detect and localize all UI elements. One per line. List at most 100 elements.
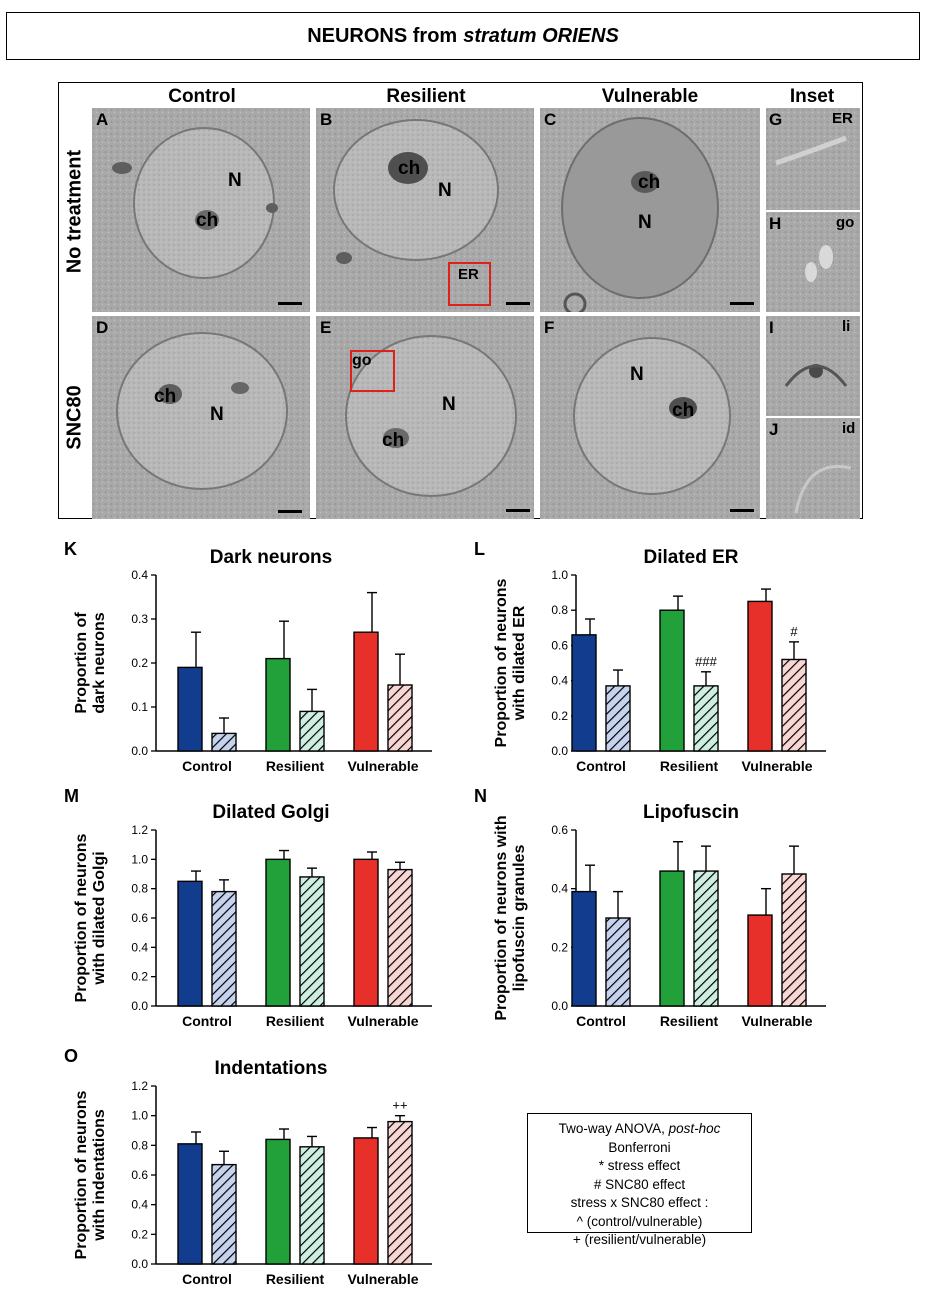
chromatin-label: ch [398,158,421,179]
bar [387,868,413,1007]
legend-line-1: Two-way ANOVA, post-hoc Bonferroni [558,1121,721,1155]
nucleus-label: N [442,394,456,415]
legend-line-3: # SNC80 effect [593,1176,686,1192]
x-tick-label: Resilient [660,1013,719,1029]
bar [387,1120,413,1265]
bar [177,666,203,752]
chart-dilated-golgi: M Dilated Golgi Proportion of neuronswith … [64,786,432,1029]
chart-title: Dilated Golgi [212,802,329,823]
chromatin-label: ch [672,400,695,421]
significance-annotation: # [790,624,798,639]
bar [177,880,203,1007]
y-tick-label: 0.6 [131,911,148,925]
bar [571,634,597,752]
chart-indentations: O Indentations Proportion of neuronswith i… [64,1046,432,1287]
y-tick-label: 0.0 [551,744,568,758]
y-axis-label: Proportion ofdark neurons [73,612,108,714]
scale-bar [730,302,754,305]
y-tick-label: 0.6 [551,638,568,652]
micrograph-image [766,108,860,210]
golgi-label: go [836,214,855,231]
bar [781,658,807,752]
nucleus-label: N [438,180,452,201]
bar [177,1143,203,1265]
figure-title: NEURONS from stratum ORIENS [6,12,920,60]
x-tick-label: Vulnerable [741,758,812,774]
y-tick-label: 0.0 [131,999,148,1013]
x-tick-label: Resilient [266,1013,325,1029]
significance-annotation: ### [695,654,717,669]
chart-dilated-er: L Dilated ER Proportion of neuronswith dil… [474,539,826,774]
bar [353,1137,379,1265]
er-highlight-box [448,262,491,306]
bar [353,631,379,752]
scale-bar [278,302,302,305]
chart-title: Dark neurons [210,547,332,568]
scale-bar [730,509,754,512]
inset-panel-j: J id [766,418,860,519]
micrograph-image [766,212,860,312]
chart-title: Lipofuscin [643,802,739,823]
y-axis-label: Proportion of neuronswith dilated Golgi [73,833,108,1002]
er-label: ER [832,110,853,127]
bar [387,684,413,752]
x-tick-label: Resilient [660,758,719,774]
panel-letter: J [769,420,779,439]
bar [659,609,685,752]
lipofuscin-label: li [842,318,851,335]
scale-bar [278,510,302,513]
bar [299,710,325,752]
panel-letter: D [96,318,109,337]
bar [659,870,685,1007]
bar [605,917,631,1007]
bar [211,1163,237,1265]
x-tick-label: Control [576,758,626,774]
micrograph-panel-c: C ch N [540,108,760,312]
panel-letter: B [320,110,333,129]
micrograph-panel-a: A N ch [92,108,310,312]
micrograph-image [316,316,534,519]
y-tick-label: 0.4 [551,674,568,688]
chart-title: Indentations [215,1058,328,1079]
column-header-resilient: Resilient [386,86,466,107]
y-tick-label: 1.2 [131,1079,148,1093]
golgi-highlight-box [350,350,395,392]
x-tick-label: Control [182,758,232,774]
bar [265,657,291,752]
y-tick-label: 1.0 [131,852,148,866]
y-tick-label: 1.0 [131,1109,148,1123]
micrograph-panel-b: B ch N ER [316,108,534,312]
x-tick-label: Vulnerable [741,1013,812,1029]
chromatin-label: ch [154,386,177,407]
y-axis-label: Proportion of neuronswith indentations [73,1090,108,1259]
chart-title: Dilated ER [643,547,738,568]
chart-lipofuscin: N Lipofuscin Proportion of neurons withlip… [474,786,826,1029]
row-header-no-treatment: No treatment [63,149,86,274]
bar [571,890,597,1007]
micrograph-image [766,316,860,416]
bar [265,1138,291,1265]
bar [693,685,719,752]
golgi-box-label: go [352,352,372,369]
nucleus-label: N [228,170,242,191]
significance-annotation: ++ [392,1098,407,1113]
micrograph-panel-e: E go N ch [316,316,534,519]
legend-line-4: stress x SNC80 effect : [570,1195,709,1210]
er-box-label: ER [458,266,479,283]
y-tick-label: 0.2 [131,656,148,670]
nucleus-label: N [630,364,644,385]
row-header-snc80: SNC80 [63,385,86,450]
column-header-control: Control [168,86,236,107]
micrograph-image [92,316,310,519]
indentation-label: id [842,420,856,437]
panel-letter: A [96,110,109,129]
y-tick-label: 0.2 [131,1227,148,1241]
y-tick-label: 0.1 [131,700,148,714]
bar [693,870,719,1007]
figure-title-main: NEURONS from [307,24,458,47]
figure-title-italic: stratum ORIENS [463,24,619,47]
y-tick-label: 0.2 [131,970,148,984]
micrograph-image [92,108,310,312]
x-tick-label: Vulnerable [347,1013,418,1029]
legend-line-6: + (resilient/vulnerable) [572,1232,707,1247]
